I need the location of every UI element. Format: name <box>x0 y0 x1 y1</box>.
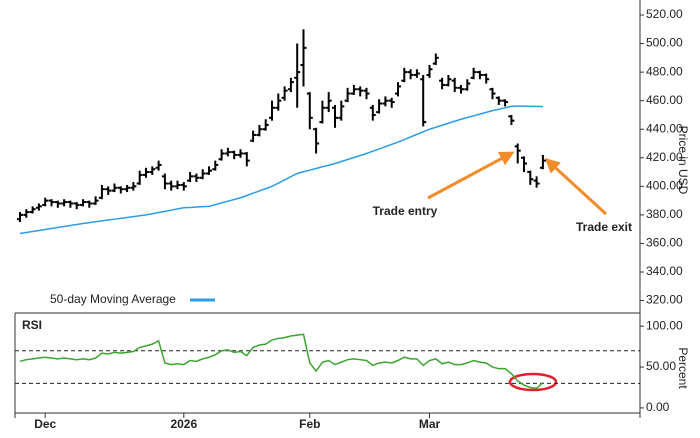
y-tick-label: 340.00 <box>646 264 683 278</box>
x-tick-label: Dec <box>34 417 56 431</box>
y-axis-label: Percent <box>676 347 690 389</box>
arrow <box>544 157 608 216</box>
y-tick-label: 440.00 <box>646 121 683 135</box>
highlight-ellipse <box>508 372 558 392</box>
annotation: Trade exit <box>576 220 632 234</box>
x-tick-label: Feb <box>299 417 320 431</box>
y-tick-label: 480.00 <box>646 64 683 78</box>
x-tick-label: 2026 <box>170 417 197 431</box>
y-tick-label: 100.00 <box>646 318 683 332</box>
y-tick-label: 50.00 <box>646 359 676 373</box>
x-tick-label: Mar <box>419 417 441 431</box>
y-tick-label: 360.00 <box>646 236 683 250</box>
annotation: Trade entry <box>373 204 438 218</box>
y-tick-label: 460.00 <box>646 93 683 107</box>
y-tick-label: 380.00 <box>646 207 683 221</box>
arrow <box>427 151 515 200</box>
legend-label: 50-day Moving Average <box>50 292 176 306</box>
rsi-line <box>19 333 544 390</box>
y-tick-label: 500.00 <box>646 36 683 50</box>
moving-average <box>19 105 543 235</box>
y-tick-label: 400.00 <box>646 179 683 193</box>
y-tick-label: 0.00 <box>646 400 670 414</box>
y-tick-label: 320.00 <box>646 293 683 307</box>
rsi-title: RSI <box>22 318 42 332</box>
y-axis-label: Price in USD <box>676 126 690 195</box>
y-tick-label: 520.00 <box>646 7 683 21</box>
y-tick-label: 420.00 <box>646 150 683 164</box>
